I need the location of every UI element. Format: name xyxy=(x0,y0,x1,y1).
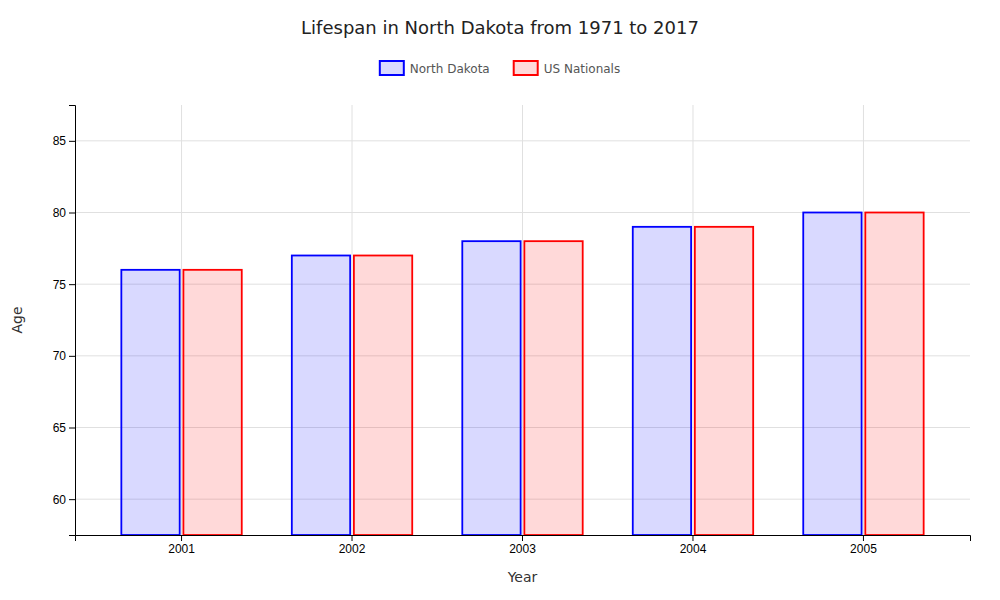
x-grid-line xyxy=(522,105,523,535)
legend-swatch xyxy=(514,61,538,75)
x-grid-line xyxy=(181,105,182,535)
chart-title: Lifespan in North Dakota from 1971 to 20… xyxy=(301,17,699,38)
y-tick: 70 xyxy=(53,349,75,363)
y-tick-label: 75 xyxy=(53,278,67,292)
bar xyxy=(121,270,179,535)
x-grid-line xyxy=(692,105,693,535)
y-tick-mark xyxy=(69,356,75,357)
x-tick: 2003 xyxy=(509,535,536,556)
bar xyxy=(292,256,350,536)
y-tick-mark xyxy=(69,284,75,285)
bars xyxy=(121,213,923,536)
y-tick: 65 xyxy=(53,421,75,435)
x-tick: 2002 xyxy=(339,535,366,556)
x-tick-label: 2002 xyxy=(339,542,366,556)
y-tick-mark xyxy=(69,141,75,142)
x-tick-mark xyxy=(863,535,864,541)
y-axis: 60 65 70 75 80 85 xyxy=(53,106,76,536)
x-grid-line xyxy=(863,105,864,535)
y-tick-mark xyxy=(69,213,75,214)
x-tick-label: 2005 xyxy=(850,542,877,556)
y-tick: 80 xyxy=(53,206,75,220)
bar xyxy=(633,227,691,535)
x-axis-line xyxy=(76,536,971,542)
x-axis: 2001 2002 2003 2004 2005 xyxy=(76,535,971,556)
x-tick-label: 2003 xyxy=(509,542,536,556)
x-tick: 2005 xyxy=(850,535,877,556)
chart-container: 2001 2002 2003 2004 2005 60 65 70 75 80 85 Year Age L… xyxy=(0,0,1000,600)
y-tick-label: 65 xyxy=(53,421,67,435)
x-tick-label: 2001 xyxy=(168,542,195,556)
y-tick: 75 xyxy=(53,278,75,292)
legend-swatch xyxy=(380,61,404,75)
y-tick-label: 60 xyxy=(53,493,67,507)
bar xyxy=(462,241,520,535)
bar xyxy=(183,270,241,535)
bar xyxy=(354,256,412,536)
bar xyxy=(803,213,861,536)
y-tick-mark xyxy=(69,428,75,429)
y-tick-label: 80 xyxy=(53,206,67,220)
x-tick-mark xyxy=(522,535,523,541)
legend-item: North Dakota xyxy=(380,61,490,76)
x-tick-label: 2004 xyxy=(680,542,707,556)
x-axis-title: Year xyxy=(507,569,538,585)
y-tick-label: 85 xyxy=(53,134,67,148)
bar xyxy=(865,213,923,536)
y-axis-title: Age xyxy=(9,306,25,333)
bar-series xyxy=(183,213,923,536)
x-tick: 2001 xyxy=(168,535,195,556)
x-grid-line xyxy=(352,105,353,535)
bar-series xyxy=(121,213,861,536)
bar xyxy=(695,227,753,535)
legend: North Dakota US Nationals xyxy=(380,61,620,76)
legend-label: North Dakota xyxy=(410,62,490,76)
y-tick: 60 xyxy=(53,493,75,507)
legend-label: US Nationals xyxy=(544,62,620,76)
grid xyxy=(75,105,970,535)
y-tick: 85 xyxy=(53,134,75,148)
x-tick: 2004 xyxy=(680,535,707,556)
y-tick-mark xyxy=(69,499,75,500)
x-tick-mark xyxy=(181,535,182,541)
bar xyxy=(524,241,582,535)
x-tick-mark xyxy=(692,535,693,541)
y-tick-label: 70 xyxy=(53,349,67,363)
x-tick-mark xyxy=(352,535,353,541)
chart-svg: 2001 2002 2003 2004 2005 60 65 70 75 80 85 Year Age L… xyxy=(0,0,1000,600)
plot-area: 2001 2002 2003 2004 2005 60 65 70 75 80 85 xyxy=(53,105,971,556)
legend-item: US Nationals xyxy=(514,61,620,76)
y-axis-line xyxy=(69,106,76,536)
